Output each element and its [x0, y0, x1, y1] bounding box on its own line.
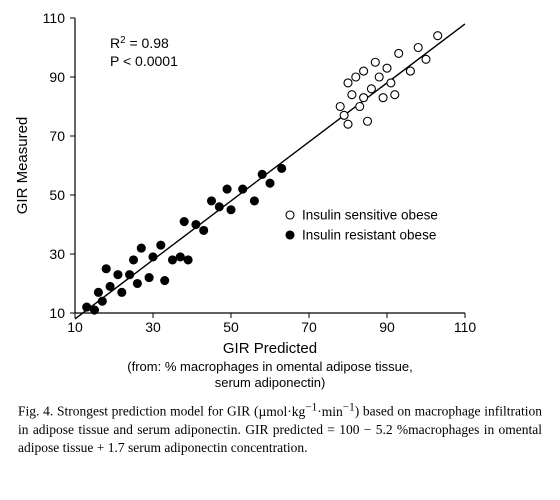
figure-caption: Fig. 4. Strongest prediction model for G… — [18, 400, 542, 457]
scatter-chart: 10 30 50 70 90 110 10 30 50 70 90 110 GIR Predicted G… — [0, 0, 560, 395]
x-sublabel-2: serum adiponectin) — [215, 375, 326, 390]
data-point-sensitive — [344, 79, 352, 87]
data-point-resistant — [278, 164, 286, 172]
data-point-sensitive — [379, 94, 387, 102]
data-point-resistant — [130, 256, 138, 264]
data-point-resistant — [184, 256, 192, 264]
caption-unit: µmol·kg−1·min−1 — [258, 404, 354, 419]
data-point-resistant — [215, 203, 223, 211]
data-point-resistant — [137, 244, 145, 252]
caption-text-before: Strongest prediction model for GIR ( — [53, 404, 258, 419]
data-point-resistant — [114, 271, 122, 279]
x-sublabel-1: (from: % macrophages in omental adipose … — [127, 359, 412, 374]
figure-container: 10 30 50 70 90 110 10 30 50 70 90 110 GIR Predicted G… — [0, 0, 560, 500]
x-axis-label: GIR Predicted — [223, 340, 317, 357]
y-tick-label: 70 — [49, 128, 65, 144]
data-point-sensitive — [414, 44, 422, 52]
data-point-sensitive — [360, 67, 368, 75]
data-point-sensitive — [356, 103, 364, 111]
data-point-resistant — [176, 253, 184, 261]
legend-marker-resistant — [286, 231, 294, 239]
r-squared-label: R2 = 0.98 — [110, 35, 169, 52]
data-point-sensitive — [360, 94, 368, 102]
data-point-resistant — [227, 206, 235, 214]
y-tick-label: 50 — [49, 187, 65, 203]
data-point-resistant — [102, 265, 110, 273]
data-point-resistant — [106, 282, 114, 290]
y-tick-label: 30 — [49, 246, 65, 262]
y-tick-label: 90 — [49, 69, 65, 85]
data-point-resistant — [145, 274, 153, 282]
data-point-sensitive — [387, 79, 395, 87]
data-point-resistant — [266, 179, 274, 187]
data-point-sensitive — [364, 117, 372, 125]
data-point-resistant — [258, 170, 266, 178]
legend-label-resistant: Insulin resistant obese — [302, 228, 436, 243]
legend-marker-sensitive — [286, 211, 294, 219]
y-axis-label: GIR Measured — [14, 117, 31, 215]
data-point-sensitive — [340, 111, 348, 119]
data-point-resistant — [126, 271, 134, 279]
data-point-sensitive — [336, 103, 344, 111]
data-point-resistant — [94, 288, 102, 296]
data-point-sensitive — [391, 91, 399, 99]
data-point-resistant — [118, 288, 126, 296]
data-point-sensitive — [434, 32, 442, 40]
y-tick-label: 10 — [49, 305, 65, 321]
data-point-resistant — [133, 280, 141, 288]
data-point-resistant — [98, 297, 106, 305]
data-point-resistant — [250, 197, 258, 205]
legend-label-sensitive: Insulin sensitive obese — [302, 208, 438, 223]
x-tick-label: 90 — [379, 319, 395, 335]
data-point-resistant — [157, 241, 165, 249]
data-point-resistant — [169, 256, 177, 264]
data-point-sensitive — [406, 67, 414, 75]
data-point-resistant — [180, 218, 188, 226]
data-point-sensitive — [344, 120, 352, 128]
data-point-resistant — [149, 253, 157, 261]
data-point-resistant — [239, 185, 247, 193]
data-point-resistant — [200, 226, 208, 234]
data-point-resistant — [192, 221, 200, 229]
caption-fig-label: Fig. 4. — [18, 404, 53, 419]
data-point-resistant — [91, 306, 99, 314]
data-point-sensitive — [371, 58, 379, 66]
y-tick-label: 110 — [43, 10, 66, 26]
data-point-resistant — [223, 185, 231, 193]
data-point-resistant — [208, 197, 216, 205]
data-point-sensitive — [367, 85, 375, 93]
p-value-label: P < 0.0001 — [110, 53, 178, 69]
x-tick-label: 10 — [67, 319, 83, 335]
data-point-sensitive — [422, 55, 430, 63]
data-point-resistant — [83, 303, 91, 311]
data-point-sensitive — [395, 49, 403, 57]
x-tick-label: 30 — [145, 319, 161, 335]
data-point-sensitive — [375, 73, 383, 81]
x-tick-label: 70 — [301, 319, 317, 335]
data-point-sensitive — [348, 91, 356, 99]
data-point-sensitive — [352, 73, 360, 81]
data-point-sensitive — [383, 64, 391, 72]
data-point-resistant — [161, 277, 169, 285]
x-tick-label: 50 — [223, 319, 239, 335]
x-tick-label: 110 — [454, 319, 477, 335]
